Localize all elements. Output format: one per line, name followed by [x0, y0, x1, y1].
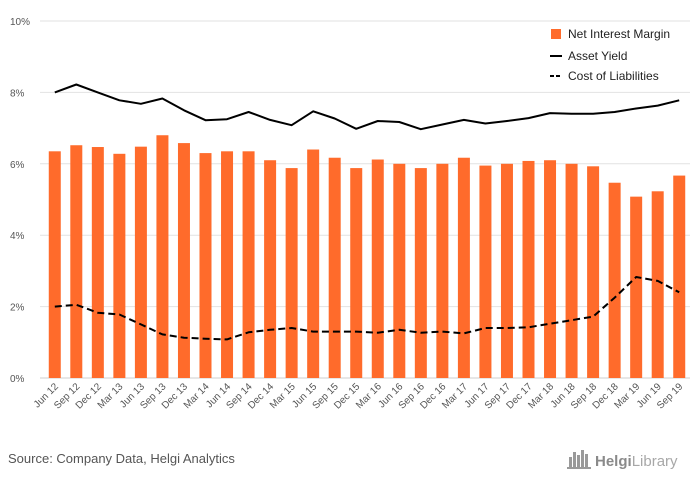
bar-net-interest-margin[interactable] [199, 153, 212, 378]
bar-net-interest-margin[interactable] [479, 165, 492, 378]
bar-net-interest-margin[interactable] [500, 163, 513, 378]
bar-net-interest-margin[interactable] [414, 168, 427, 378]
line-cost-of-liabilities[interactable] [54, 276, 680, 341]
bar-net-interest-margin[interactable] [673, 175, 686, 378]
brand-name: HelgiLibrary [595, 453, 678, 470]
line-series [54, 83, 680, 341]
bar-net-interest-margin[interactable] [113, 153, 126, 378]
bar-net-interest-margin[interactable] [457, 157, 470, 378]
legend-label-cost-of-liabilities: Cost of Liabilities [568, 69, 659, 83]
source-note: Source: Company Data, Helgi Analytics [8, 451, 235, 466]
bar-net-interest-margin[interactable] [264, 160, 277, 378]
bar-net-interest-margin[interactable] [350, 168, 363, 378]
legend-swatch-bar [551, 29, 561, 39]
bar-net-interest-margin[interactable] [285, 168, 298, 378]
bar-net-interest-margin[interactable] [91, 147, 104, 378]
brand-logo: HelgiLibrary [567, 450, 678, 470]
bar-net-interest-margin[interactable] [544, 160, 557, 378]
legend-item-net-interest-margin[interactable]: Net Interest Margin [551, 27, 670, 41]
bar-net-interest-margin[interactable] [371, 159, 384, 378]
bar-net-interest-margin[interactable] [134, 146, 147, 378]
y-tick-label: 10% [10, 17, 30, 28]
bar-net-interest-margin[interactable] [587, 166, 600, 378]
legend-item-asset-yield[interactable]: Asset Yield [550, 49, 627, 63]
bar-net-interest-margin[interactable] [630, 196, 643, 378]
y-tick-label: 0% [10, 374, 25, 385]
y-tick-label: 4% [10, 231, 25, 242]
bar-net-interest-margin[interactable] [221, 151, 234, 378]
y-tick-label: 8% [10, 88, 25, 99]
legend-label-net-interest-margin: Net Interest Margin [568, 27, 670, 41]
legend-item-cost-of-liabilities[interactable]: Cost of Liabilities [550, 69, 659, 83]
y-axis-ticks: 0% 2% 4% 6% 8% 10% [10, 17, 30, 385]
grid-lines [40, 20, 690, 379]
legend: Net Interest Margin Asset Yield Cost of … [550, 27, 670, 83]
bar-net-interest-margin[interactable] [177, 143, 190, 378]
bar-net-interest-margin[interactable] [651, 191, 664, 378]
bar-net-interest-margin[interactable] [156, 135, 169, 378]
library-icon [567, 450, 591, 469]
bar-net-interest-margin[interactable] [242, 151, 255, 378]
line-asset-yield[interactable] [54, 83, 680, 131]
bar-net-interest-margin[interactable] [70, 145, 83, 378]
bar-net-interest-margin[interactable] [436, 163, 449, 378]
bar-net-interest-margin[interactable] [48, 151, 61, 378]
bar-net-interest-margin[interactable] [608, 182, 621, 378]
bar-net-interest-margin[interactable] [307, 149, 320, 378]
y-tick-label: 6% [10, 160, 25, 171]
legend-label-asset-yield: Asset Yield [568, 49, 627, 63]
bar-net-interest-margin[interactable] [522, 160, 535, 378]
y-tick-label: 2% [10, 303, 25, 314]
bar-net-interest-margin[interactable] [328, 157, 341, 378]
bar-series [48, 135, 686, 378]
bar-net-interest-margin[interactable] [393, 163, 406, 378]
bar-net-interest-margin[interactable] [565, 163, 578, 378]
